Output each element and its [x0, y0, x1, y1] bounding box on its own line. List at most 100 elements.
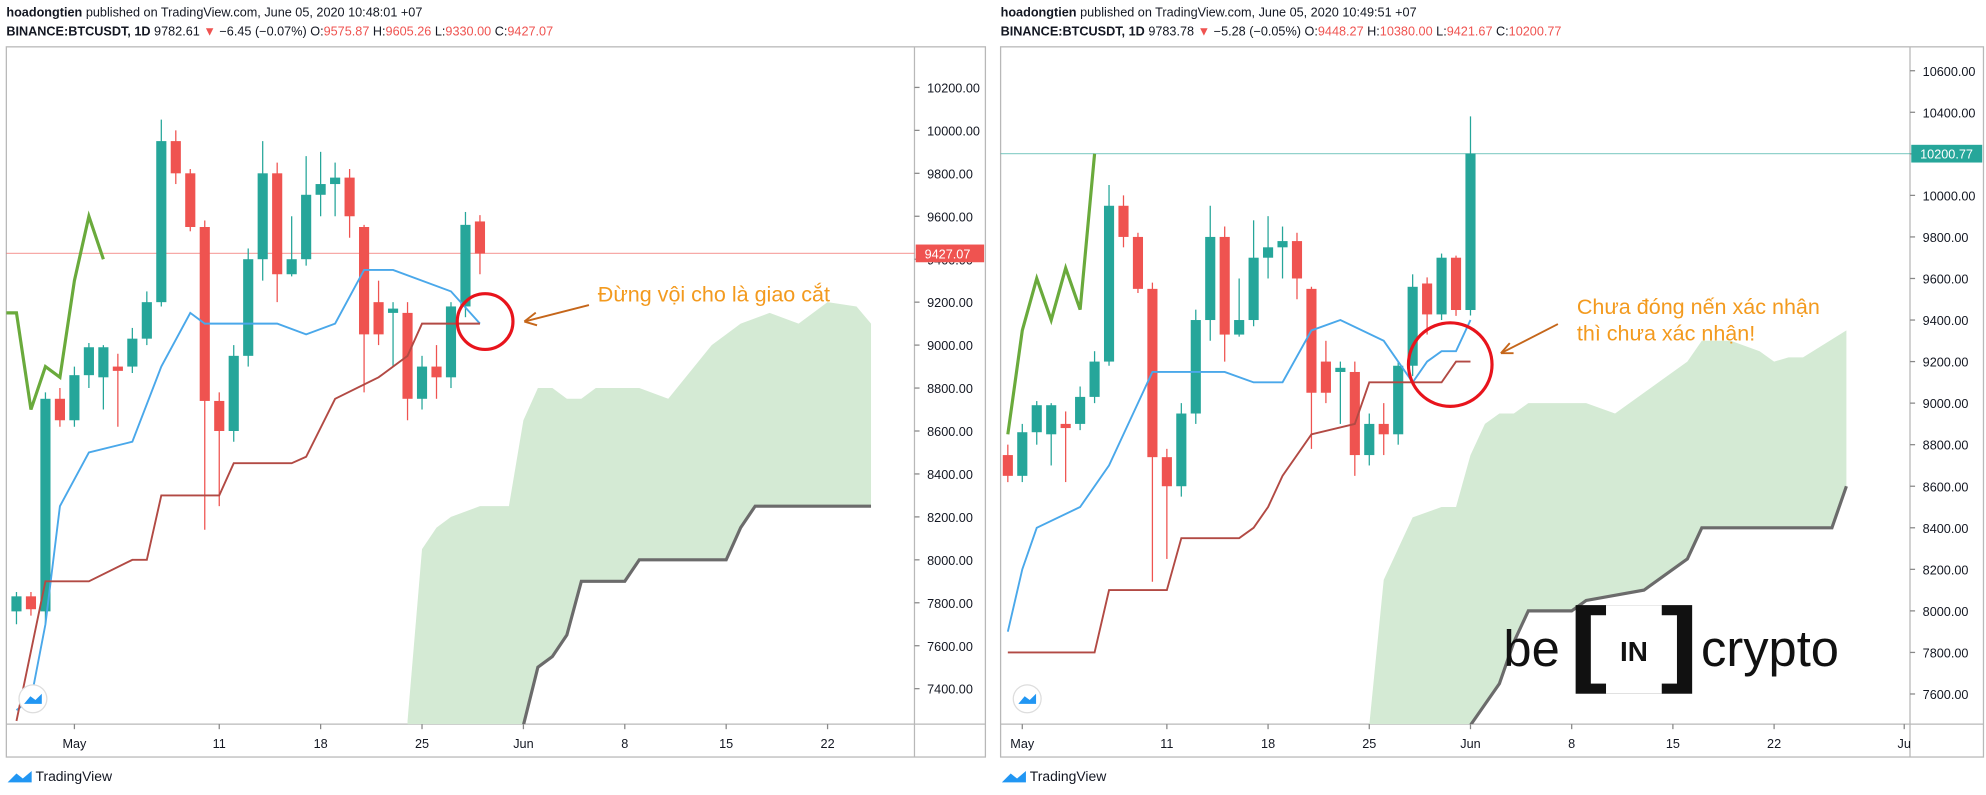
ohlc-value: 9605.26	[386, 24, 432, 38]
arrow	[1500, 323, 1559, 355]
change: −6.45 (−0.07%)	[219, 24, 306, 38]
candle-body	[1089, 361, 1100, 397]
ohlc-label: O:	[310, 24, 323, 38]
y-tick-label: 9200.00	[1923, 356, 1969, 370]
candle-body	[1103, 205, 1115, 362]
x-tick-label: 25	[415, 737, 429, 751]
plot-area	[6, 119, 915, 725]
y-tick-label: 10600.00	[1923, 65, 1976, 79]
x-tick-label: 25	[1362, 737, 1376, 751]
indicator-line	[15, 268, 481, 711]
last-price-label: 9427.07	[925, 247, 971, 261]
y-tick-label: 7800.00	[1923, 647, 1969, 661]
y-tick-label: 7600.00	[1923, 688, 1969, 702]
last-price: 9782.61	[154, 24, 200, 38]
y-tick-label: 8000.00	[1923, 605, 1969, 619]
header-line: BINANCE:BTCUSDT, 1D 9782.61 ▼ −6.45 (−0.…	[6, 24, 553, 38]
logo-mid: IN	[1620, 636, 1648, 667]
x-tick-label: 15	[1666, 737, 1680, 751]
y-tick-label: 8600.00	[1923, 480, 1969, 494]
y-tick-label: 9800.00	[927, 167, 973, 181]
candle-body	[1248, 257, 1259, 321]
x-tick-label: 8	[621, 737, 628, 751]
tv-badge-icon	[1018, 693, 1037, 704]
annotation-text: Đừng vội cho là giao cắt	[598, 281, 830, 306]
x-tick-label: 11	[1160, 737, 1173, 751]
x-tick-label: Ju	[1898, 737, 1911, 751]
header-line: hoadongtien published on TradingView.com…	[1001, 5, 1417, 19]
x-tick-label: 8	[1568, 737, 1575, 751]
author: hoadongtien	[6, 5, 82, 19]
candle-body	[1017, 432, 1028, 476]
candle-body	[1205, 236, 1216, 321]
ohlc-label: O:	[1304, 24, 1317, 38]
candle-body	[1060, 423, 1071, 429]
candle-body	[1277, 241, 1288, 248]
logo-gap	[1606, 605, 1662, 618]
candle-body	[416, 366, 428, 399]
candle-body	[156, 141, 167, 303]
ohlc-value: 10200.77	[1509, 24, 1562, 38]
candle-body	[359, 227, 370, 335]
candle-body	[1465, 153, 1476, 311]
header-line: hoadongtien published on TradingView.com…	[6, 5, 422, 19]
symbol: BINANCE:BTCUSDT, 1D	[1001, 24, 1145, 38]
ohlc-label: H:	[1367, 24, 1380, 38]
cloud-lower-span	[1469, 485, 1848, 725]
candle-body	[1132, 236, 1144, 289]
arrow-head	[1500, 342, 1514, 355]
footer-brand: TradingView	[1030, 768, 1108, 784]
candle-body	[1393, 365, 1404, 435]
candle-body	[1335, 367, 1346, 372]
y-tick-label: 7800.00	[927, 597, 973, 611]
indicator-line	[1006, 319, 1472, 632]
highlight-circle	[1406, 321, 1494, 408]
ohlc-label: C:	[495, 24, 508, 38]
y-tick-label: 8800.00	[927, 382, 973, 396]
candle-body	[1190, 320, 1201, 414]
y-tick-label: 7400.00	[927, 683, 973, 697]
y-tick-label: 8600.00	[927, 425, 973, 439]
author: hoadongtien	[1001, 5, 1077, 19]
candle-body	[301, 194, 312, 260]
x-tick-label: 11	[213, 737, 226, 751]
candle-body	[83, 347, 94, 376]
y-tick-label: 9000.00	[1923, 397, 1969, 411]
candle-body	[199, 227, 210, 401]
x-tick-label: 18	[314, 737, 328, 751]
candle-body	[112, 366, 123, 371]
candle-body	[1436, 257, 1447, 315]
y-tick-label: 8200.00	[1923, 563, 1969, 577]
candle-body	[1002, 455, 1013, 476]
candle-body	[1422, 283, 1433, 315]
candle-body	[387, 308, 399, 313]
y-tick-label: 9000.00	[927, 339, 973, 353]
y-tick-label: 8000.00	[927, 554, 973, 568]
ohlc-label: H:	[373, 24, 386, 38]
candle-body	[1320, 361, 1331, 393]
candle-body	[1407, 286, 1418, 366]
logo-gap	[1606, 681, 1662, 694]
y-tick-label: 9600.00	[1923, 273, 1969, 287]
candle-body	[1046, 405, 1057, 435]
symbol: BINANCE:BTCUSDT, 1D	[6, 24, 150, 38]
candle-body	[257, 173, 268, 260]
header-line: BINANCE:BTCUSDT, 1D 9783.78 ▼ −5.28 (−0.…	[1001, 24, 1562, 38]
arrow-head	[523, 311, 538, 327]
candle-body	[1234, 320, 1245, 335]
y-tick-label: 7600.00	[927, 640, 973, 654]
candle-body	[69, 375, 80, 421]
last-price-label: 10200.77	[1920, 148, 1973, 162]
ohlc-value: 9421.67	[1447, 24, 1493, 38]
y-tick-label: 8400.00	[1923, 522, 1969, 536]
logo-text: be	[1503, 620, 1559, 677]
annotation-text: Chưa đóng nến xác nhận	[1577, 295, 1820, 319]
y-tick-label: 8200.00	[927, 511, 973, 525]
overlay: hoadongtien published on TradingView.com…	[6, 5, 1983, 784]
candle-body	[54, 398, 65, 421]
last-price-tag	[915, 244, 985, 263]
y-tick-label: 9800.00	[1923, 231, 1969, 245]
cloud-lower-span	[521, 504, 872, 725]
x-tick-label: 18	[1261, 737, 1275, 751]
